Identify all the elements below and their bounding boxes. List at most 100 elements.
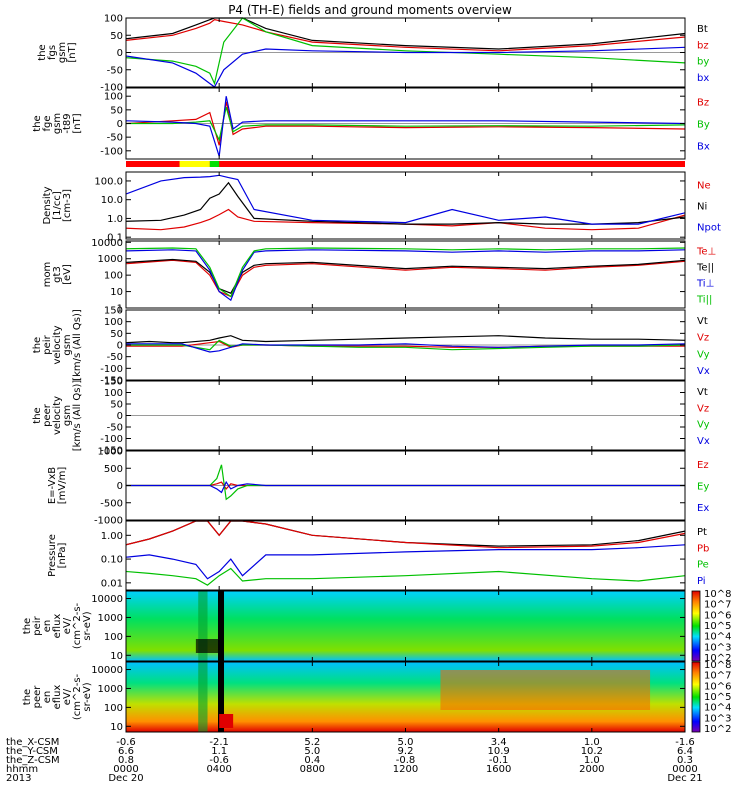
series-ne-line bbox=[125, 208, 686, 231]
colorbar-tick-label: 10^8 bbox=[704, 589, 731, 600]
series-ex-line bbox=[126, 480, 685, 494]
series-ti-line bbox=[125, 249, 686, 302]
y-tick-label: 100 bbox=[104, 14, 123, 25]
quality-flag-bar bbox=[126, 161, 685, 167]
y-tick-label: -100 bbox=[100, 83, 123, 94]
y-tick-label: 10000 bbox=[91, 594, 123, 605]
panel-3: 100.0 10.0 1.0 0.1 Density[1/cc][cm-3] Ne Ni Np… bbox=[42, 171, 721, 244]
y-axis-label: thepeervelocitygsm[km/s (All Qs)] bbox=[32, 380, 83, 452]
y-axis-label-line: [mV/m] bbox=[57, 467, 68, 505]
legend-te: Te⊥ bbox=[696, 247, 716, 258]
y-tick-label: 0 bbox=[117, 411, 123, 422]
y-axis-label-line: en bbox=[42, 620, 53, 633]
y-axis-label-line: E=-VxB bbox=[47, 467, 58, 504]
legend-pe: Pe bbox=[697, 560, 709, 571]
colorbar-tick-label: 10^2 bbox=[704, 653, 731, 664]
y-tick-label: 100 bbox=[104, 271, 123, 282]
y-tick-label: 1000 bbox=[98, 447, 123, 458]
panel-5: 150100500-50-100-150thepeirvelocitygsm[k… bbox=[32, 306, 710, 387]
y-axis-label-line: [nPa] bbox=[57, 542, 68, 568]
panel-1: 100 50 0 -50 -100 thefgsgsm[nT] Bt bz by bx bbox=[37, 14, 709, 94]
quality-flag-yellow bbox=[179, 161, 210, 167]
y-axis-label-line: [nT] bbox=[67, 42, 78, 62]
y-axis-label-line: peir bbox=[32, 615, 43, 635]
legend-vz: Vz bbox=[697, 333, 709, 344]
y-tick-label: 10 bbox=[110, 722, 123, 733]
y-tick-label: 100 bbox=[104, 388, 123, 399]
y-axis-label-line: eflux bbox=[52, 685, 63, 710]
y-tick-label: -100 bbox=[100, 434, 123, 445]
ephemeris-value: 1600 bbox=[486, 764, 511, 775]
legend-ez: Ez bbox=[697, 460, 709, 471]
series-ey-line bbox=[126, 464, 685, 501]
y-tick-label: 1.00 bbox=[101, 531, 123, 542]
legend-ex: Ex bbox=[697, 503, 709, 514]
y-axis-label-line: gt3 bbox=[52, 266, 63, 283]
y-axis-label-line: velocity bbox=[52, 396, 63, 435]
spectrogram-hot bbox=[440, 670, 651, 710]
ephemeris-label: the_Z-CSM bbox=[6, 755, 60, 766]
y-tick-label: 50 bbox=[110, 105, 123, 116]
y-tick-label: 100 bbox=[104, 92, 123, 103]
y-tick-label: 150 bbox=[104, 306, 123, 317]
series-by-line bbox=[126, 106, 686, 142]
ephemeris-value: -0.6 bbox=[116, 737, 136, 748]
figure-title: P4 (TH-E) fields and ground moments over… bbox=[228, 3, 512, 17]
panel-10: 10000 1000 100 10 thepeerenefluxeV/(cm^2-s-s… bbox=[22, 661, 686, 733]
series-pe-line bbox=[125, 567, 686, 586]
ephemeris-value: 0.4 bbox=[304, 755, 320, 766]
legend-bz: Bz bbox=[697, 97, 709, 108]
y-axis-label: E=-VxB[mV/m] bbox=[47, 467, 68, 505]
ephemeris-value: 5.0 bbox=[398, 737, 414, 748]
spectrogram-band bbox=[198, 662, 208, 732]
y-tick-label: 0 bbox=[117, 341, 123, 352]
legend-vx: Vx bbox=[697, 366, 710, 377]
ephemeris-value: 5.0 bbox=[304, 746, 320, 757]
ephemeris-value: -0.1 bbox=[489, 755, 509, 766]
y-axis-label-line: mom bbox=[42, 262, 53, 288]
ephemeris-value: -0.6 bbox=[209, 755, 229, 766]
y-axis-label-line: Density bbox=[42, 186, 53, 224]
y-axis-label-line: the bbox=[37, 44, 48, 60]
colorbar-tick-label: 10^5 bbox=[704, 692, 731, 703]
panel-4: 10000 1000 100 10 1 momgt3[eV] Te⊥ Te|| Ti⊥ Ti|| bbox=[42, 238, 716, 315]
y-axis-label-line: peer bbox=[42, 403, 53, 427]
y-tick-label: 10 bbox=[110, 287, 123, 298]
y-tick-label: 50 bbox=[110, 31, 123, 42]
y-tick-label: -150 bbox=[100, 446, 123, 457]
y-tick-label: 100 bbox=[104, 317, 123, 328]
colorbar-tick-label: 10^6 bbox=[704, 681, 731, 692]
legend-pb: Pb bbox=[697, 543, 709, 554]
ephemeris-value: 2000 bbox=[579, 764, 604, 775]
legend-vx: Vx bbox=[697, 436, 710, 447]
panel-8: 1.00 0.10 0.01 Pressure[nPa] Pt Pb Pe Pi bbox=[47, 520, 709, 591]
colorbar-tick-label: 10^3 bbox=[704, 713, 731, 724]
y-tick-label: 1 bbox=[117, 304, 123, 315]
ephemeris-value: 0800 bbox=[300, 764, 325, 775]
y-tick-label: 0.01 bbox=[101, 578, 123, 589]
y-tick-label: -100 bbox=[100, 364, 123, 375]
legend-te: Te|| bbox=[696, 263, 714, 274]
y-axis-label-line: [km/s (All Qs)] bbox=[72, 309, 83, 381]
colorbar-tick-label: 10^4 bbox=[704, 703, 731, 714]
ephemeris-value: 5.2 bbox=[304, 737, 320, 748]
y-axis-label-line: the bbox=[22, 618, 33, 634]
spectrogram-peak bbox=[219, 714, 234, 728]
y-tick-label: 10 bbox=[110, 651, 123, 662]
y-axis-label: Pressure[nPa] bbox=[47, 534, 68, 577]
y-axis-label-line: eV/ bbox=[62, 617, 73, 634]
y-axis-label-line: fgs bbox=[47, 45, 58, 60]
y-axis-label-line: (cm^2-s- bbox=[72, 673, 83, 720]
y-axis-label: thefgsgsm[nT] bbox=[37, 42, 78, 63]
spectrogram-gap bbox=[218, 662, 225, 732]
colorbar-tick-label: 10^3 bbox=[704, 642, 731, 653]
y-axis-label-line: velocity bbox=[52, 325, 63, 364]
y-axis-label-line: peer bbox=[32, 685, 43, 709]
y-axis-label-line: eV/ bbox=[62, 688, 73, 705]
y-tick-label: -500 bbox=[100, 498, 123, 509]
legend-by: By bbox=[697, 120, 710, 131]
legend-ne: Ne bbox=[697, 181, 711, 192]
panel-7: 1000 500 0 -500 -1000 E=-VxB[mV/m] Ez Ey Ex bbox=[47, 447, 709, 527]
legend-vy: Vy bbox=[697, 420, 710, 431]
